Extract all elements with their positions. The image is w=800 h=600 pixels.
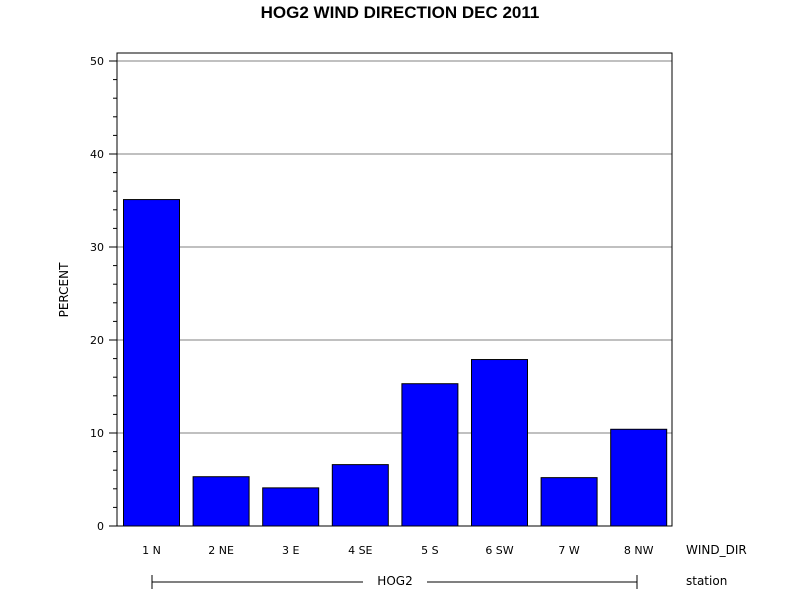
x-tick-label: 3 E xyxy=(282,544,299,557)
bar xyxy=(262,487,320,527)
x-tick-label: 7 W xyxy=(558,544,579,557)
x-tick-label: 2 NE xyxy=(208,544,234,557)
bar xyxy=(192,476,250,527)
y-tick-label: 20 xyxy=(90,334,104,347)
x-axis: 1 N 2 NE 3 E 4 SE 5 S 6 SW 7 W 8 NW xyxy=(142,544,653,557)
bar xyxy=(471,359,528,527)
y-tick-label: 0 xyxy=(97,520,104,533)
bar xyxy=(540,477,598,527)
x-tick-label: 1 N xyxy=(142,544,161,557)
plot-frame xyxy=(116,52,673,527)
chart-title: HOG2 WIND DIRECTION DEC 2011 xyxy=(261,3,540,22)
bar xyxy=(610,428,668,527)
y-tick-label: 40 xyxy=(90,148,104,161)
y-tick-label: 50 xyxy=(90,55,104,68)
bar xyxy=(401,383,459,527)
x-tick-label: 8 NW xyxy=(624,544,654,557)
bar xyxy=(123,199,180,527)
x-tick-label: 6 SW xyxy=(485,544,513,557)
x-tick-label: 4 SE xyxy=(348,544,372,557)
y-tick-label: 30 xyxy=(90,241,104,254)
bars xyxy=(123,199,668,527)
x-axis-label: WIND_DIR xyxy=(686,543,747,557)
y-axis-label: PERCENT xyxy=(57,262,71,317)
y-axis: 0 10 20 30 40 50 xyxy=(90,55,117,533)
gridlines xyxy=(117,60,672,434)
y-tick-label: 10 xyxy=(90,427,104,440)
group-axis-label: station xyxy=(686,574,727,588)
bar xyxy=(331,464,389,527)
group-label: HOG2 xyxy=(377,574,412,588)
x-tick-label: 5 S xyxy=(421,544,438,557)
